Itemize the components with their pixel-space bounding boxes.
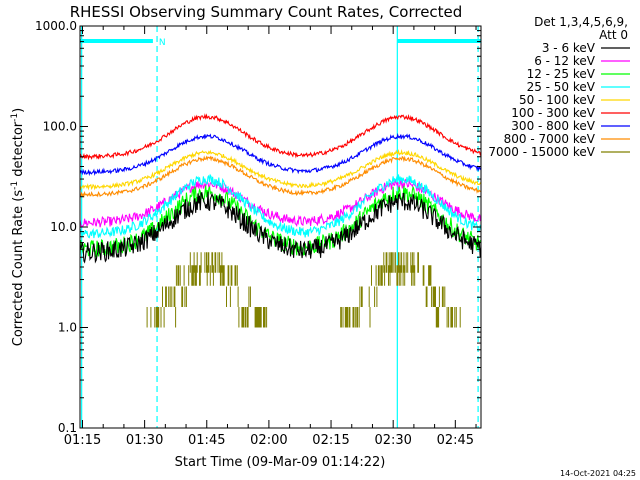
- y-tick-label: 1000.0: [35, 19, 77, 33]
- series-line: [79, 148, 482, 191]
- legend-entry-label: 6 - 12 keV: [534, 54, 596, 68]
- y-tick-label: 100.0: [43, 120, 77, 134]
- y-axis-label-main: Corrected Count Rate (s: [11, 190, 26, 347]
- series-line: [79, 173, 482, 239]
- axis-ticks: 0.1 1.0 10.0 100.0 1000.0 01:15 01:30 01:45 02:0…: [35, 19, 481, 448]
- x-tick-label: 02:45: [437, 433, 474, 448]
- legend-header-line-1: Det 1,3,4,5,6,9,: [534, 15, 628, 29]
- flag-bars: N: [80, 38, 481, 48]
- y-tick-label: 1.0: [58, 321, 77, 335]
- legend-entry-label: 800 - 7000 keV: [504, 132, 596, 146]
- legend-entry-label: 300 - 800 keV: [511, 119, 595, 133]
- y-axis-label-sup2: -1: [10, 113, 20, 122]
- series-lines: [79, 113, 482, 328]
- series-line: [79, 113, 482, 161]
- x-tick-label: 01:15: [64, 433, 101, 448]
- chart-title: RHESSI Observing Summary Count Rates, Co…: [70, 3, 463, 21]
- x-tick-label: 02:00: [250, 433, 287, 448]
- y-tick-label: 10.0: [50, 220, 77, 234]
- y-axis-label-end: ): [11, 108, 26, 113]
- x-tick-label: 01:30: [126, 433, 163, 448]
- series-line: [79, 155, 482, 198]
- legend-entry-label: 100 - 300 keV: [511, 106, 595, 120]
- x-tick-label: 02:15: [312, 433, 349, 448]
- legend-entry-label: 3 - 6 keV: [542, 41, 596, 55]
- flag-label: N: [159, 38, 166, 48]
- series-line: [79, 132, 482, 177]
- x-tick-label: 02:30: [374, 433, 411, 448]
- legend-entry-label: 25 - 50 keV: [527, 80, 596, 94]
- y-axis-label-sup1: -1: [10, 181, 20, 190]
- legend-entry-label: 7000 - 15000 keV: [488, 145, 595, 159]
- x-axis-label: Start Time (09-Mar-09 01:14:22): [175, 455, 386, 470]
- x-tick-label: 01:45: [188, 433, 225, 448]
- series-line: [79, 191, 482, 264]
- y-tick-label: 0.1: [58, 421, 77, 435]
- footer-timestamp: 14-Oct-2021 04:25: [560, 469, 636, 478]
- legend-entry-label: 12 - 25 keV: [527, 67, 596, 81]
- legend-entry-label: 50 - 100 keV: [519, 93, 596, 107]
- y-axis-label: Corrected Count Rate (s-1 detector-1): [10, 108, 26, 346]
- y-axis-label-mid: detector: [11, 121, 26, 181]
- legend-header-line-2: Att 0: [599, 28, 628, 42]
